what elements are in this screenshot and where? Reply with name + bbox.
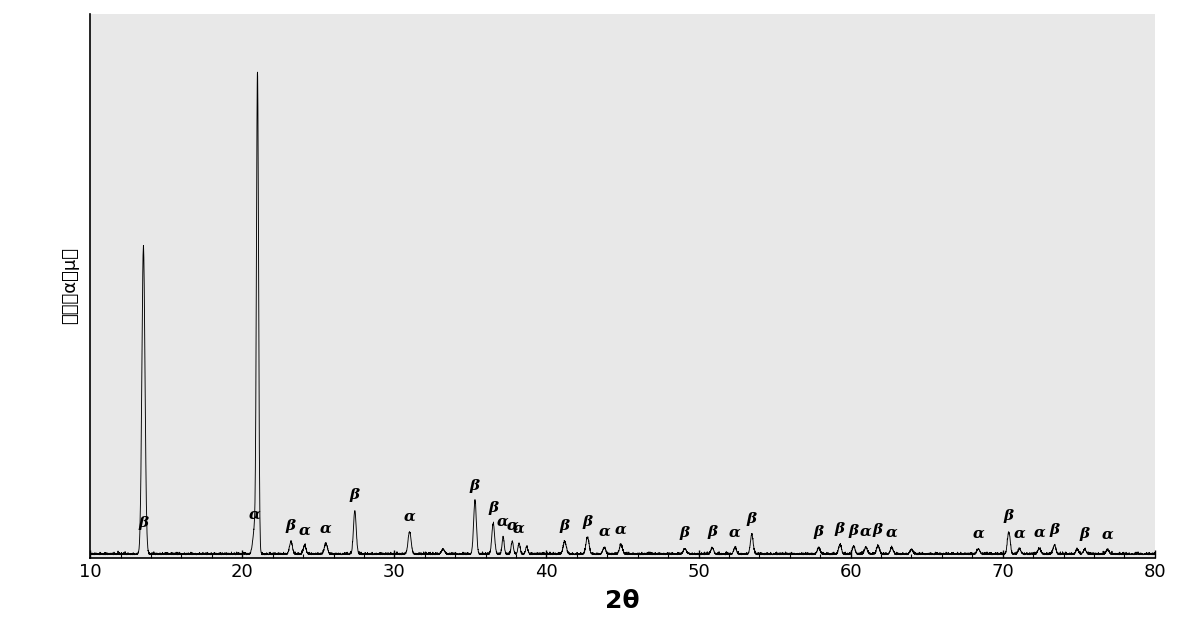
Text: β: β (814, 525, 824, 539)
Text: α: α (1014, 527, 1025, 540)
Text: α: α (320, 521, 332, 535)
Text: α: α (886, 525, 898, 539)
Text: β: β (489, 501, 498, 515)
Text: α: α (513, 521, 525, 535)
Text: α: α (299, 524, 310, 537)
Text: β: β (1049, 523, 1060, 537)
Text: α: α (497, 515, 509, 529)
Text: β: β (848, 524, 859, 538)
Text: α: α (506, 519, 518, 533)
Text: β: β (286, 519, 296, 533)
Text: α: α (404, 510, 415, 524)
Text: β: β (1080, 527, 1090, 541)
Y-axis label: 强度（α，μ）: 强度（α，μ） (61, 248, 79, 324)
Text: α: α (860, 525, 872, 539)
Text: α: α (972, 527, 984, 540)
Text: β: β (1004, 510, 1014, 524)
Text: β: β (559, 519, 570, 533)
Text: α: α (1034, 526, 1045, 540)
Text: β: β (680, 527, 690, 540)
Text: α: α (1102, 527, 1114, 542)
Text: β: β (707, 525, 717, 539)
Text: β: β (873, 524, 883, 537)
Text: α: α (598, 525, 610, 539)
Text: α: α (615, 523, 627, 537)
Text: β: β (835, 522, 845, 536)
Text: β: β (138, 516, 149, 530)
X-axis label: 2θ: 2θ (605, 589, 640, 613)
Text: β: β (583, 515, 592, 529)
Text: β: β (747, 512, 756, 526)
Text: α: α (729, 525, 741, 539)
Text: α: α (249, 507, 261, 522)
Text: β: β (349, 488, 360, 502)
Text: β: β (470, 479, 480, 493)
